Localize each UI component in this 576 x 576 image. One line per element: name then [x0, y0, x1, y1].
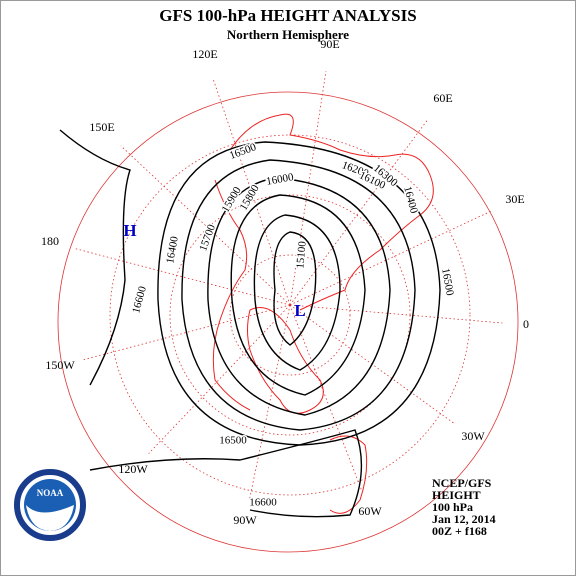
title: GFS 100-hPa HEIGHT ANALYSIS [159, 6, 416, 25]
meridian [120, 145, 291, 306]
longitude-label: 60E [433, 91, 452, 105]
longitude-label: 150W [45, 358, 75, 372]
info-line: Jan 12, 2014 [432, 512, 496, 526]
contour [207, 177, 391, 416]
meridian [289, 210, 493, 306]
parallel [169, 194, 411, 436]
meridian [289, 304, 363, 492]
coast [329, 435, 368, 514]
contour [59, 129, 131, 386]
high-center: H [123, 221, 136, 240]
longitude-label: 30E [505, 192, 524, 206]
parallel [229, 254, 351, 376]
longitude-label: 120E [192, 47, 217, 61]
contour [181, 159, 416, 431]
longitude-label: 150E [89, 120, 114, 134]
noaa-logo: NOAA [14, 469, 86, 541]
low-center: L [294, 301, 305, 320]
meridian [289, 304, 455, 425]
longitude-label: 30W [461, 429, 485, 443]
meridian [73, 247, 291, 306]
contour [273, 231, 317, 346]
longitude-label: 90E [320, 37, 339, 51]
contours [59, 129, 441, 518]
subtitle: Northern Hemisphere [227, 27, 349, 42]
meridian [289, 70, 327, 306]
parallel [109, 134, 471, 496]
info-line: 00Z + f168 [432, 524, 487, 538]
longitude-label: 120W [118, 462, 148, 476]
longitude-label: 90W [233, 513, 257, 527]
contour [253, 214, 341, 371]
contour [89, 429, 363, 518]
contour [230, 194, 366, 396]
info-line: NCEP/GFS [432, 476, 492, 490]
map-edge [57, 91, 519, 553]
longitude-label: 60W [358, 504, 382, 518]
meridian [289, 119, 429, 306]
logo-text: NOAA [37, 488, 64, 498]
contour-label: 16600 [249, 497, 277, 509]
longitude-label: 180 [41, 234, 59, 248]
info-line: 100 hPa [432, 500, 473, 514]
coast [229, 113, 434, 311]
info-line: HEIGHT [432, 488, 481, 502]
logo-wave [26, 505, 74, 531]
contour-label: 16500 [219, 435, 247, 447]
coast [247, 307, 324, 414]
contour-label: 15100 [294, 240, 308, 269]
longitude-label: 0 [523, 317, 529, 331]
